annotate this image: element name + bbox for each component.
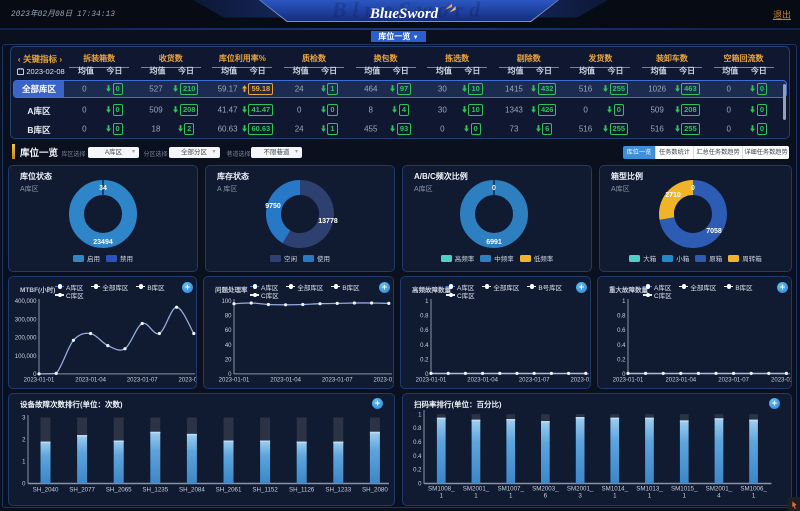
svg-text:2023-01-10: 2023-01-10 — [771, 378, 800, 384]
svg-text:0.2: 0.2 — [413, 468, 422, 474]
svg-text:0: 0 — [691, 185, 695, 192]
svg-text:0: 0 — [33, 372, 37, 378]
svg-text:9750: 9750 — [265, 203, 281, 210]
svg-text:SM1008_: SM1008_ — [428, 486, 455, 493]
svg-text:2023-01-04: 2023-01-04 — [467, 378, 498, 384]
svg-text:0: 0 — [418, 482, 422, 488]
svg-text:2023-01-07: 2023-01-07 — [127, 378, 158, 384]
svg-text:0.8: 0.8 — [420, 314, 429, 320]
svg-text:2023-01-01: 2023-01-01 — [613, 378, 644, 384]
svg-text:0.2: 0.2 — [617, 358, 626, 364]
svg-text:1: 1 — [440, 493, 444, 500]
svg-text:SH_2077: SH_2077 — [69, 487, 95, 494]
svg-text:SH_2061: SH_2061 — [216, 487, 242, 494]
svg-text:2023-01-07: 2023-01-07 — [322, 378, 353, 384]
svg-text:2023-01-01: 2023-01-01 — [219, 378, 250, 384]
svg-text:1: 1 — [648, 493, 652, 500]
svg-text:SH_2040: SH_2040 — [33, 487, 59, 494]
svg-text:2023-01-10: 2023-01-10 — [178, 378, 209, 384]
svg-text:34: 34 — [99, 185, 107, 192]
svg-text:2023-01-04: 2023-01-04 — [665, 378, 696, 384]
svg-text:0.6: 0.6 — [420, 328, 429, 334]
svg-text:2023-01-07: 2023-01-07 — [519, 378, 550, 384]
svg-text:40: 40 — [225, 343, 232, 349]
svg-text:0.4: 0.4 — [420, 343, 429, 349]
svg-text:1: 1 — [613, 493, 617, 500]
svg-text:2023-01-01: 2023-01-01 — [24, 378, 55, 384]
svg-text:1: 1 — [425, 299, 429, 305]
svg-text:0.4: 0.4 — [413, 454, 422, 460]
svg-text:7058: 7058 — [706, 228, 722, 235]
svg-text:SH_1233: SH_1233 — [325, 487, 351, 494]
svg-text:SM1006_: SM1006_ — [740, 486, 767, 493]
svg-text:0: 0 — [228, 372, 232, 378]
svg-text:SH_1126: SH_1126 — [289, 487, 315, 494]
svg-text:0: 0 — [622, 372, 626, 378]
svg-text:4: 4 — [717, 493, 721, 500]
svg-text:0.4: 0.4 — [617, 343, 626, 349]
svg-text:6991: 6991 — [486, 239, 502, 246]
svg-text:100,000: 100,000 — [15, 354, 37, 360]
svg-text:2023-01-10: 2023-01-10 — [570, 378, 601, 384]
svg-text:0.8: 0.8 — [617, 314, 626, 320]
svg-text:300,000: 300,000 — [15, 317, 37, 323]
svg-text:1: 1 — [474, 493, 478, 500]
svg-text:23494: 23494 — [93, 239, 113, 246]
svg-text:100: 100 — [221, 299, 232, 305]
svg-text:400,000: 400,000 — [15, 299, 37, 305]
svg-text:SM2001_: SM2001_ — [463, 486, 490, 493]
svg-text:SM1007_: SM1007_ — [497, 486, 524, 493]
svg-text:0: 0 — [492, 185, 496, 192]
svg-text:0.6: 0.6 — [617, 328, 626, 334]
svg-text:0: 0 — [22, 482, 26, 488]
svg-text:SH_1235: SH_1235 — [142, 487, 168, 494]
svg-text:SM2001_: SM2001_ — [567, 486, 594, 493]
svg-text:2023-01-04: 2023-01-04 — [270, 378, 301, 384]
svg-text:0.8: 0.8 — [413, 426, 422, 432]
svg-text:80: 80 — [225, 314, 232, 320]
svg-text:SH_2084: SH_2084 — [179, 487, 205, 494]
svg-text:SH_2065: SH_2065 — [106, 487, 132, 494]
svg-text:1: 1 — [752, 493, 756, 500]
svg-text:SM2001_: SM2001_ — [706, 486, 733, 493]
svg-text:200,000: 200,000 — [15, 336, 37, 342]
svg-text:1: 1 — [682, 493, 686, 500]
svg-text:SM1014_: SM1014_ — [602, 486, 629, 493]
svg-text:1: 1 — [418, 412, 422, 418]
svg-text:2023-01-10: 2023-01-10 — [373, 378, 404, 384]
svg-text:2023-01-07: 2023-01-07 — [718, 378, 749, 384]
svg-text:0: 0 — [425, 372, 429, 378]
svg-text:13778: 13778 — [318, 218, 338, 225]
svg-text:SM1015_: SM1015_ — [671, 486, 698, 493]
svg-text:SM1013_: SM1013_ — [636, 486, 663, 493]
svg-text:2710: 2710 — [665, 192, 681, 199]
svg-text:SH_1152: SH_1152 — [252, 487, 278, 494]
svg-text:1: 1 — [509, 493, 513, 500]
svg-text:0.2: 0.2 — [420, 358, 429, 364]
svg-text:SM2003_: SM2003_ — [532, 486, 559, 493]
svg-text:20: 20 — [225, 358, 232, 364]
svg-text:1: 1 — [22, 460, 26, 466]
svg-text:SH_2080: SH_2080 — [362, 487, 388, 494]
svg-text:2: 2 — [22, 438, 26, 444]
svg-text:60: 60 — [225, 328, 232, 334]
svg-text:1: 1 — [622, 299, 626, 305]
svg-text:2023-01-04: 2023-01-04 — [75, 378, 106, 384]
svg-text:2023-01-01: 2023-01-01 — [416, 378, 447, 384]
svg-text:6: 6 — [544, 493, 548, 500]
svg-text:3: 3 — [22, 416, 26, 422]
svg-text:0.6: 0.6 — [413, 440, 422, 446]
svg-text:3: 3 — [578, 493, 582, 500]
